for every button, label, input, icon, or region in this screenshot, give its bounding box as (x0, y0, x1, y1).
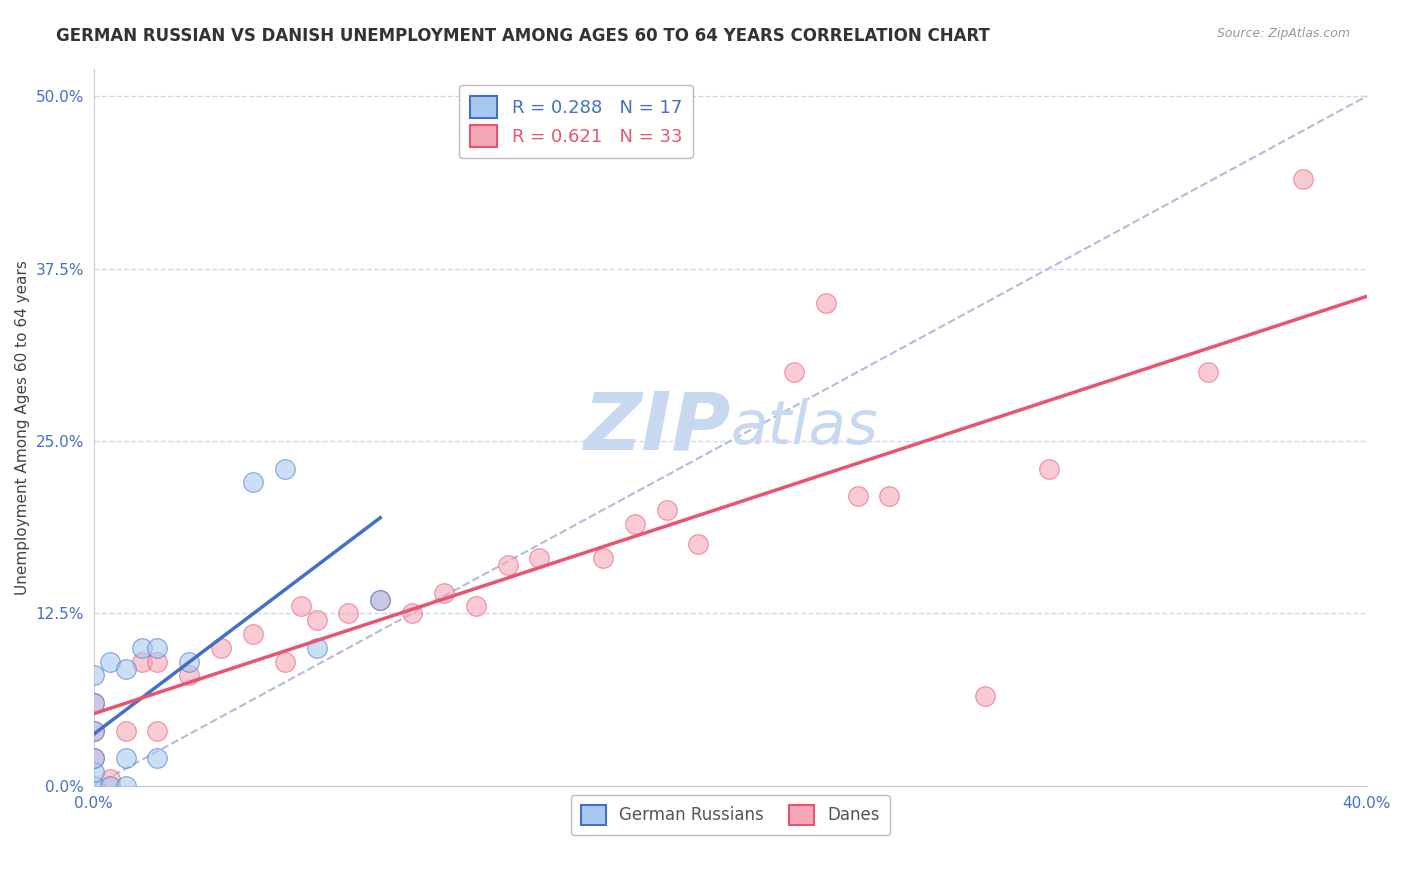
Point (368, 592, 391, 607)
Point (496, 558, 519, 573)
Point (846, 489, 869, 503)
Point (98, 655, 121, 669)
Point (274, 655, 297, 669)
Point (464, 599, 486, 614)
Point (624, 516, 647, 531)
Point (83, 751, 105, 765)
Point (114, 723, 136, 738)
Point (655, 503, 678, 517)
Point (146, 751, 169, 765)
Point (83, 779, 105, 793)
Point (114, 779, 136, 793)
Point (98, 772, 121, 786)
Point (114, 751, 136, 765)
Point (83, 668, 105, 682)
Point (83, 751, 105, 765)
Point (242, 475, 264, 490)
Point (879, 489, 901, 503)
Text: atlas: atlas (730, 398, 879, 457)
Point (179, 655, 201, 669)
Text: GERMAN RUSSIAN VS DANISH UNEMPLOYMENT AMONG AGES 60 TO 64 YEARS CORRELATION CHAR: GERMAN RUSSIAN VS DANISH UNEMPLOYMENT AM… (56, 27, 990, 45)
Point (337, 607, 360, 621)
Point (1292, 172, 1315, 186)
Point (529, 551, 551, 566)
Point (368, 592, 391, 607)
Point (305, 640, 328, 655)
Point (592, 551, 614, 566)
Point (179, 668, 201, 682)
Point (242, 627, 264, 641)
Point (146, 655, 169, 669)
Point (209, 640, 232, 655)
Point (814, 296, 837, 310)
Point (83, 696, 105, 710)
Point (146, 723, 169, 738)
Point (433, 585, 456, 599)
Point (146, 640, 169, 655)
Point (83, 723, 105, 738)
Point (83, 764, 105, 779)
Text: ZIP: ZIP (583, 388, 730, 467)
Point (114, 661, 136, 675)
Point (1038, 461, 1060, 475)
Point (131, 640, 153, 655)
Point (274, 461, 297, 475)
Point (401, 607, 423, 621)
Point (688, 537, 710, 551)
Point (98, 779, 121, 793)
Point (305, 613, 328, 627)
Point (83, 696, 105, 710)
Point (131, 655, 153, 669)
Point (290, 599, 312, 614)
Y-axis label: Unemployment Among Ages 60 to 64 years: Unemployment Among Ages 60 to 64 years (15, 260, 30, 595)
Point (1197, 365, 1219, 379)
Point (783, 365, 806, 379)
Legend: German Russians, Danes: German Russians, Danes (571, 795, 890, 835)
Point (973, 689, 995, 703)
Text: Source: ZipAtlas.com: Source: ZipAtlas.com (1216, 27, 1350, 40)
Point (83, 723, 105, 738)
